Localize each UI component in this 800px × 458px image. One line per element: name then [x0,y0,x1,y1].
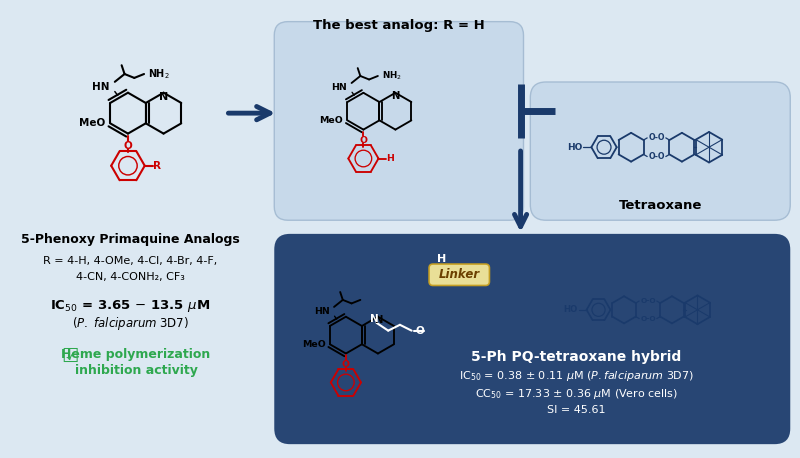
Text: O: O [123,141,132,151]
Text: NH$_2$: NH$_2$ [382,70,402,82]
Text: SI = 45.61: SI = 45.61 [547,405,606,415]
Text: N: N [159,92,168,102]
Text: N: N [391,92,400,102]
FancyBboxPatch shape [429,264,490,285]
Text: HN: HN [314,307,330,316]
Text: R: R [154,161,162,171]
Text: MeO: MeO [319,116,343,125]
Text: Heme polymerization: Heme polymerization [62,348,210,361]
Text: H: H [437,254,446,264]
Text: IC$_{50}$ = 3.65 $-$ 13.5 $\mu$M: IC$_{50}$ = 3.65 $-$ 13.5 $\mu$M [50,298,210,314]
Text: 5-Phenoxy Primaquine Analogs: 5-Phenoxy Primaquine Analogs [21,233,239,246]
Text: 4-CN, 4-CONH₂, CF₃: 4-CN, 4-CONH₂, CF₃ [76,272,185,282]
Text: HO: HO [563,305,578,314]
Text: MeO: MeO [302,340,326,349]
Text: O-O: O-O [640,298,656,304]
Text: N: N [370,314,379,324]
FancyBboxPatch shape [530,82,790,220]
Text: HN: HN [331,83,347,92]
Text: O-O: O-O [648,133,665,142]
Text: R = 4-H, 4-OMe, 4-Cl, 4-Br, 4-F,: R = 4-H, 4-OMe, 4-Cl, 4-Br, 4-F, [43,256,218,266]
Text: N: N [374,316,382,325]
Text: O: O [415,326,424,336]
Text: The best analog: R = H: The best analog: R = H [313,19,485,32]
Text: inhibition activity: inhibition activity [74,364,198,376]
Text: O-O: O-O [640,316,656,322]
Text: HN: HN [93,82,110,92]
Text: O: O [359,136,367,146]
Text: Tetraoxane: Tetraoxane [619,199,702,212]
Text: ☑: ☑ [61,347,78,366]
FancyBboxPatch shape [274,22,523,220]
Text: MeO: MeO [79,118,106,128]
FancyBboxPatch shape [274,234,790,444]
Text: CC$_{50}$ = 17.33 $\pm$ 0.36 $\mu$M (Vero cells): CC$_{50}$ = 17.33 $\pm$ 0.36 $\mu$M (Ver… [474,387,678,401]
Text: O: O [342,360,350,370]
Text: HO: HO [566,143,582,152]
Text: Linker: Linker [438,268,480,281]
Text: O-O: O-O [648,152,665,161]
Text: ($\it{P.\ falciparum}$ 3D7): ($\it{P.\ falciparum}$ 3D7) [72,315,189,332]
Text: 5-Ph PQ-tetraoxane hybrid: 5-Ph PQ-tetraoxane hybrid [471,349,682,364]
Text: IC$_{50}$ = 0.38 $\pm$ 0.11 $\mu$M ($\it{P. falciparum}$ 3D7): IC$_{50}$ = 0.38 $\pm$ 0.11 $\mu$M ($\it… [458,369,694,383]
Text: NH$_2$: NH$_2$ [148,67,170,81]
Text: H: H [386,154,394,163]
